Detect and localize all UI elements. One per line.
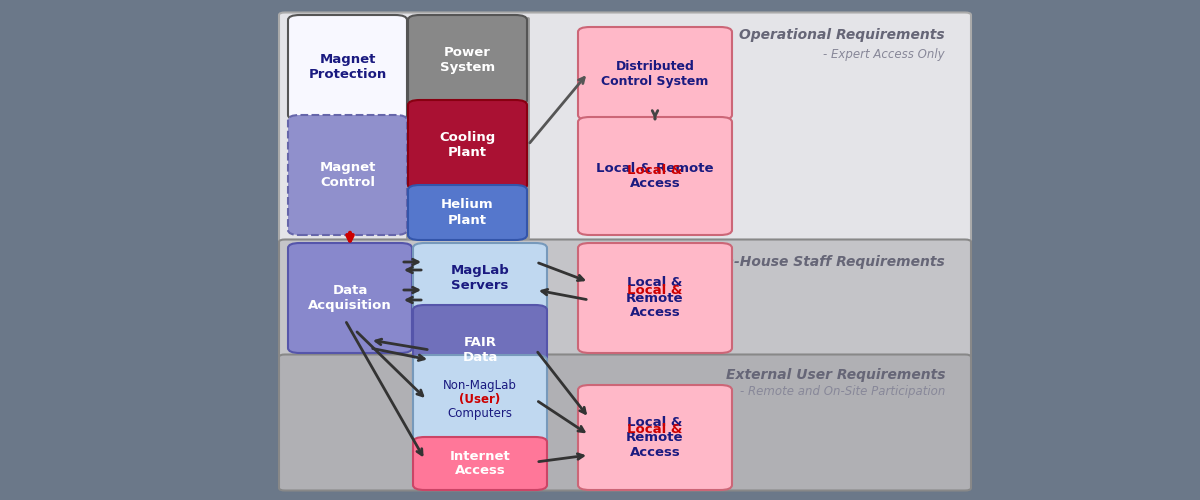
Text: (User): (User) bbox=[460, 394, 500, 406]
Text: External User Requirements: External User Requirements bbox=[726, 368, 946, 382]
Text: Local &
Remote
Access: Local & Remote Access bbox=[626, 416, 684, 459]
Text: Power
System: Power System bbox=[440, 46, 496, 74]
FancyBboxPatch shape bbox=[278, 12, 971, 242]
Text: Local &: Local & bbox=[628, 423, 683, 436]
Text: Helium
Plant: Helium Plant bbox=[442, 198, 494, 226]
Text: Local & Remote
Access: Local & Remote Access bbox=[596, 162, 714, 190]
FancyBboxPatch shape bbox=[413, 305, 547, 395]
Text: Distributed
Control System: Distributed Control System bbox=[601, 60, 709, 88]
FancyBboxPatch shape bbox=[288, 15, 407, 120]
FancyBboxPatch shape bbox=[288, 115, 407, 235]
Text: Computers: Computers bbox=[448, 408, 512, 420]
Text: Magnet
Protection: Magnet Protection bbox=[308, 54, 386, 82]
FancyBboxPatch shape bbox=[413, 437, 547, 490]
FancyBboxPatch shape bbox=[408, 185, 527, 240]
FancyBboxPatch shape bbox=[578, 243, 732, 353]
Text: Internet
Access: Internet Access bbox=[450, 450, 510, 477]
FancyBboxPatch shape bbox=[578, 27, 732, 120]
FancyBboxPatch shape bbox=[278, 240, 971, 358]
Text: - Remote and On-Site Participation: - Remote and On-Site Participation bbox=[739, 385, 946, 398]
Text: Local &
Remote
Access: Local & Remote Access bbox=[626, 276, 684, 320]
Text: FAIR
Data: FAIR Data bbox=[462, 336, 498, 364]
Text: - Expert Access Only: - Expert Access Only bbox=[823, 48, 946, 61]
FancyBboxPatch shape bbox=[578, 117, 732, 235]
Text: Local &: Local & bbox=[628, 164, 683, 176]
FancyBboxPatch shape bbox=[278, 354, 971, 490]
Text: Magnet
Control: Magnet Control bbox=[319, 161, 376, 189]
Text: Local &: Local & bbox=[628, 284, 683, 296]
FancyBboxPatch shape bbox=[288, 243, 412, 353]
FancyBboxPatch shape bbox=[578, 385, 732, 490]
Text: In-House Staff Requirements: In-House Staff Requirements bbox=[719, 255, 946, 269]
Text: Operational Requirements: Operational Requirements bbox=[739, 28, 946, 42]
Text: MagLab
Servers: MagLab Servers bbox=[451, 264, 509, 292]
Text: Data
Acquisition: Data Acquisition bbox=[308, 284, 392, 312]
FancyBboxPatch shape bbox=[413, 243, 547, 313]
FancyBboxPatch shape bbox=[413, 355, 547, 445]
Text: Non-MagLab: Non-MagLab bbox=[443, 380, 517, 392]
FancyBboxPatch shape bbox=[408, 15, 527, 105]
FancyBboxPatch shape bbox=[408, 100, 527, 190]
Text: Cooling
Plant: Cooling Plant bbox=[439, 131, 496, 159]
